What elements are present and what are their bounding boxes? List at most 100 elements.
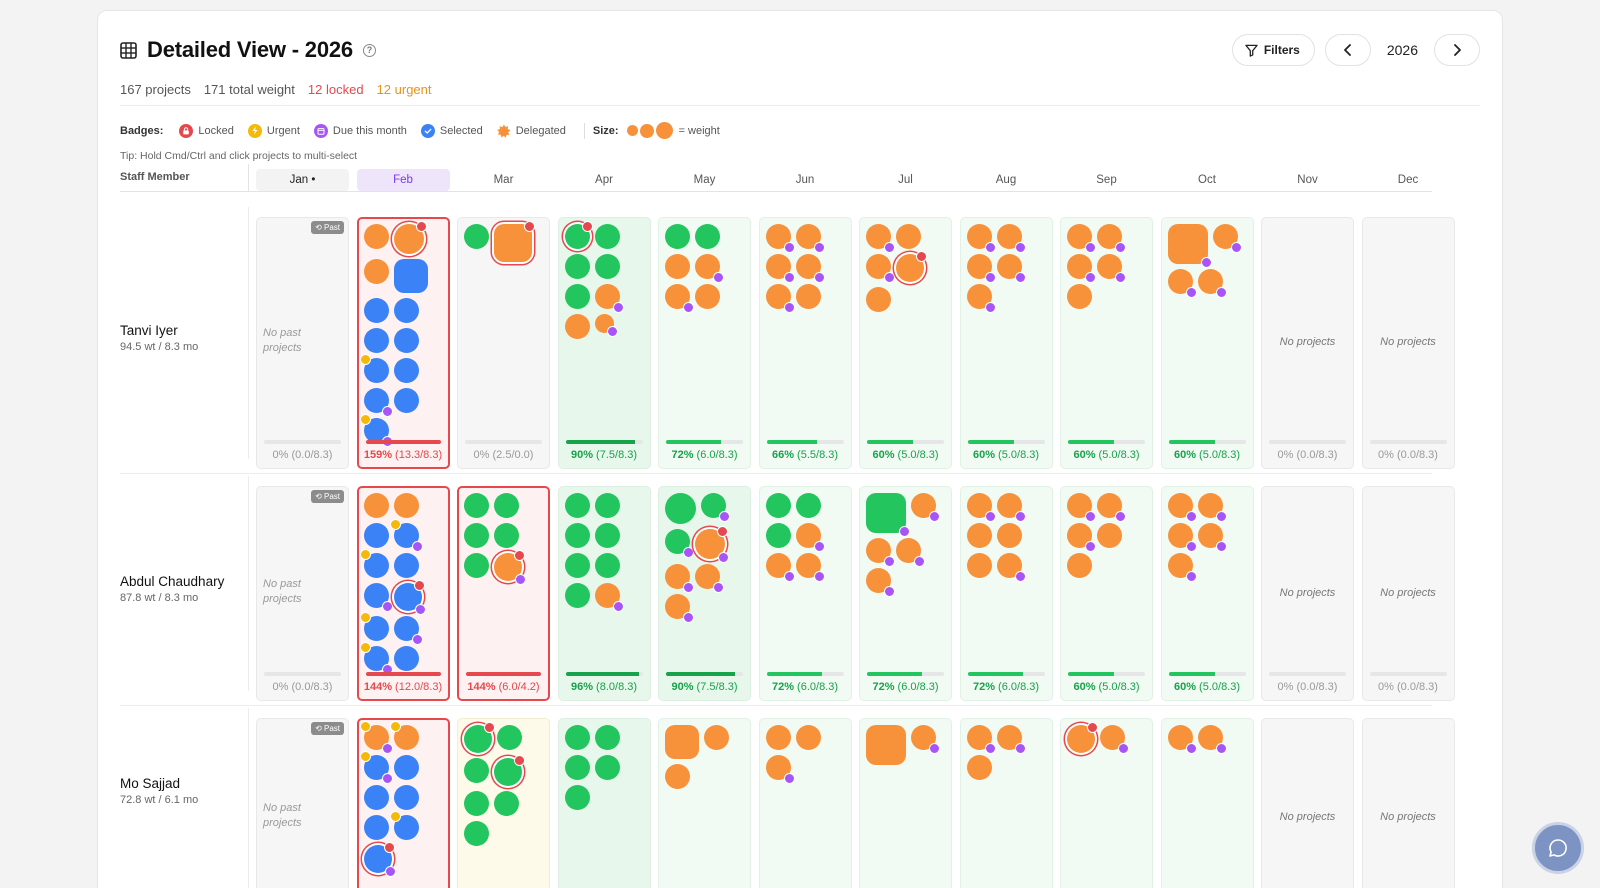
- month-cell[interactable]: 66% (5.5/8.3): [758, 217, 852, 469]
- project-dot[interactable]: [1097, 523, 1122, 548]
- project-dot[interactable]: [594, 254, 620, 279]
- month-header-mar[interactable]: Mar: [493, 174, 514, 186]
- project-dot[interactable]: [665, 564, 694, 593]
- project-dot[interactable]: [464, 758, 489, 783]
- month-cell[interactable]: No projects 0% (0.0/8.3): [1361, 486, 1455, 701]
- project-dot[interactable]: [464, 224, 489, 249]
- project-dot[interactable]: [795, 523, 825, 552]
- project-dot[interactable]: [765, 254, 795, 283]
- project-dot[interactable]: [1097, 224, 1126, 253]
- project-dot[interactable]: [393, 328, 419, 353]
- project-dot[interactable]: [497, 725, 522, 750]
- project-dot[interactable]: [594, 553, 620, 578]
- month-header-may[interactable]: May: [693, 174, 716, 186]
- month-cell[interactable]: [356, 718, 450, 888]
- project-dot[interactable]: [1097, 493, 1126, 522]
- project-dot[interactable]: [866, 287, 891, 312]
- project-dot[interactable]: [704, 725, 729, 750]
- month-header-dec[interactable]: Dec: [1397, 174, 1419, 186]
- project-dot[interactable]: [393, 358, 419, 383]
- project-dot[interactable]: [1167, 523, 1197, 552]
- project-dot[interactable]: [359, 549, 389, 578]
- month-header-jul[interactable]: Jul: [898, 174, 913, 186]
- month-header-jun[interactable]: Jun: [795, 174, 815, 186]
- project-dot[interactable]: [363, 259, 389, 284]
- project-dot[interactable]: [363, 328, 389, 353]
- month-cell[interactable]: 60% (5.0/8.3): [859, 217, 952, 469]
- project-dot[interactable]: [866, 493, 910, 537]
- project-dot[interactable]: [896, 251, 927, 282]
- project-dot[interactable]: [494, 755, 525, 786]
- project-dot[interactable]: [1167, 269, 1197, 298]
- project-dot[interactable]: [911, 725, 940, 754]
- project-dot[interactable]: [389, 519, 423, 552]
- project-dot[interactable]: [1067, 224, 1096, 253]
- project-dot[interactable]: [665, 529, 694, 558]
- project-dot[interactable]: [393, 785, 419, 810]
- project-dot[interactable]: [594, 314, 618, 337]
- project-dot[interactable]: [564, 725, 590, 750]
- project-dot[interactable]: [1067, 254, 1096, 283]
- project-dot[interactable]: [665, 594, 694, 623]
- month-cell[interactable]: 60% (5.0/8.3): [1160, 486, 1254, 701]
- month-cell[interactable]: 72% (6.0/8.3): [658, 217, 751, 469]
- project-dot[interactable]: [665, 764, 690, 789]
- month-cell[interactable]: 90% (7.5/8.3): [557, 217, 651, 469]
- project-dot[interactable]: [1167, 224, 1212, 268]
- month-cell[interactable]: [557, 718, 651, 888]
- project-dot[interactable]: [564, 553, 590, 578]
- project-dot[interactable]: [393, 755, 419, 780]
- project-dot[interactable]: [1167, 725, 1197, 754]
- project-dot[interactable]: [665, 254, 690, 279]
- project-dot[interactable]: [795, 553, 825, 582]
- project-dot[interactable]: [896, 224, 921, 249]
- project-dot[interactable]: [966, 523, 992, 548]
- project-dot[interactable]: [393, 646, 419, 671]
- month-cell[interactable]: ⟲ Past No past projects 0% (0.0/8.3): [256, 217, 349, 469]
- month-cell[interactable]: 60% (5.0/8.3): [1160, 217, 1254, 469]
- project-dot[interactable]: [695, 254, 724, 283]
- project-dot[interactable]: [393, 580, 426, 615]
- project-dot[interactable]: [866, 568, 895, 597]
- project-dot[interactable]: [363, 523, 389, 548]
- next-year-button[interactable]: [1434, 34, 1480, 66]
- project-dot[interactable]: [363, 493, 389, 518]
- previous-year-button[interactable]: [1324, 34, 1371, 66]
- project-dot[interactable]: [996, 224, 1026, 253]
- project-dot[interactable]: [494, 791, 519, 816]
- project-dot[interactable]: [494, 550, 526, 585]
- project-dot[interactable]: [363, 815, 389, 840]
- project-dot[interactable]: [464, 493, 489, 518]
- project-dot[interactable]: [866, 538, 895, 567]
- staff-name[interactable]: Tanvi Iyer: [120, 323, 178, 338]
- project-dot[interactable]: [464, 722, 495, 753]
- project-dot[interactable]: [1067, 553, 1092, 578]
- project-dot[interactable]: [1067, 523, 1096, 552]
- month-cell[interactable]: 144% (12.0/8.3): [356, 486, 450, 701]
- project-dot[interactable]: [665, 284, 694, 313]
- project-dot[interactable]: [695, 526, 729, 563]
- project-dot[interactable]: [464, 523, 489, 548]
- project-dot[interactable]: [494, 221, 535, 262]
- project-dot[interactable]: [393, 388, 419, 413]
- project-dot[interactable]: [665, 493, 696, 524]
- project-dot[interactable]: [494, 523, 519, 548]
- project-dot[interactable]: [1212, 224, 1242, 253]
- month-cell[interactable]: [1060, 718, 1153, 888]
- project-dot[interactable]: [665, 725, 699, 759]
- month-header-feb[interactable]: Feb: [356, 169, 450, 191]
- month-cell[interactable]: 72% (6.0/8.3): [859, 486, 952, 701]
- project-dot[interactable]: [1167, 493, 1197, 522]
- project-dot[interactable]: [866, 725, 906, 765]
- month-cell[interactable]: 60% (5.0/8.3): [1060, 486, 1153, 701]
- project-dot[interactable]: [1197, 269, 1227, 298]
- project-dot[interactable]: [1167, 553, 1197, 582]
- project-dot[interactable]: [665, 224, 690, 249]
- project-dot[interactable]: [996, 523, 1022, 548]
- project-dot[interactable]: [393, 221, 427, 254]
- project-dot[interactable]: [966, 553, 992, 578]
- project-dot[interactable]: [464, 821, 489, 846]
- project-dot[interactable]: [464, 791, 489, 816]
- project-dot[interactable]: [564, 583, 590, 608]
- project-dot[interactable]: [1067, 722, 1098, 753]
